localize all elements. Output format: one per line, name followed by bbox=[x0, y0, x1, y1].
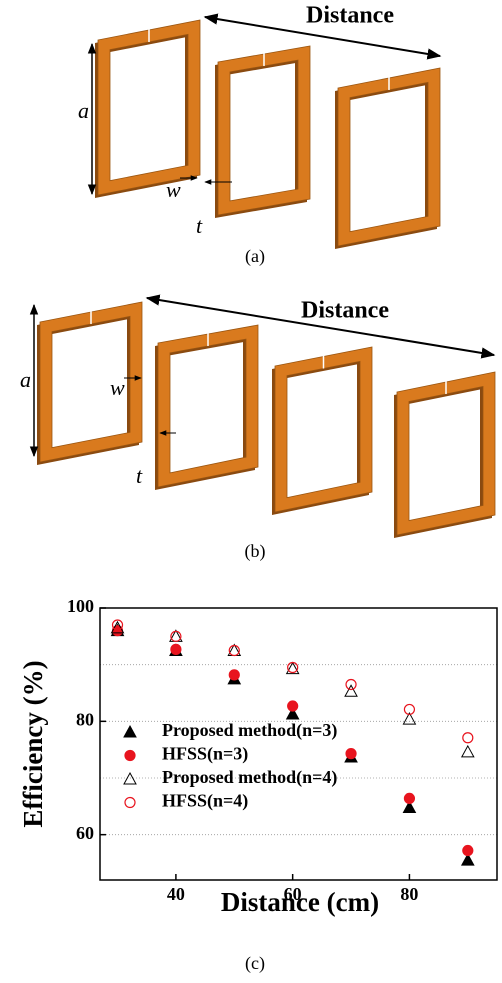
distance-label: Distance bbox=[301, 298, 389, 324]
coil bbox=[98, 20, 200, 195]
x-tick-label: 80 bbox=[400, 884, 418, 904]
legend-marker bbox=[124, 726, 136, 737]
y-tick-label: 80 bbox=[76, 709, 94, 729]
legend-marker bbox=[124, 773, 136, 784]
circle-marker bbox=[113, 626, 123, 636]
circle-marker bbox=[229, 670, 239, 680]
y-tick-label: 60 bbox=[76, 823, 94, 843]
distance-label: Distance bbox=[306, 3, 394, 29]
legend-label: Proposed method(n=3) bbox=[162, 720, 337, 741]
t-label: t bbox=[136, 463, 143, 488]
circle-marker bbox=[171, 644, 181, 654]
circle-marker bbox=[404, 793, 414, 803]
a-label: a bbox=[20, 367, 31, 392]
caption: (a) bbox=[245, 246, 265, 267]
figure: Distance a w t (a) Distance a w t (b) 60… bbox=[0, 0, 502, 983]
a-label: a bbox=[78, 98, 89, 123]
circle-marker bbox=[463, 846, 473, 856]
caption: (b) bbox=[245, 541, 266, 562]
x-tick-label: 40 bbox=[167, 884, 185, 904]
caption: (c) bbox=[245, 953, 265, 974]
y-tick-label: 100 bbox=[67, 596, 94, 616]
circle-marker bbox=[346, 749, 356, 759]
legend-label: Proposed method(n=4) bbox=[162, 767, 337, 788]
legend-label: HFSS(n=3) bbox=[162, 744, 248, 765]
coil bbox=[338, 68, 440, 246]
legend-marker bbox=[125, 751, 135, 761]
plot-frame bbox=[100, 608, 497, 880]
triangle-marker bbox=[462, 746, 474, 757]
w-label: w bbox=[110, 375, 125, 400]
coil-diagrams bbox=[37, 20, 495, 538]
circle-marker bbox=[288, 701, 298, 711]
y-axis-title: Efficiency (%) bbox=[18, 660, 48, 827]
circle-marker bbox=[288, 663, 298, 673]
page: Distance a w t (a) Distance a w t (b) 60… bbox=[0, 0, 502, 983]
legend-marker bbox=[125, 798, 135, 808]
legend-label: HFSS(n=4) bbox=[162, 791, 248, 812]
x-axis-title: Distance (cm) bbox=[221, 887, 379, 917]
w-label: w bbox=[166, 177, 181, 202]
circle-marker bbox=[463, 733, 473, 743]
t-label: t bbox=[196, 213, 203, 238]
